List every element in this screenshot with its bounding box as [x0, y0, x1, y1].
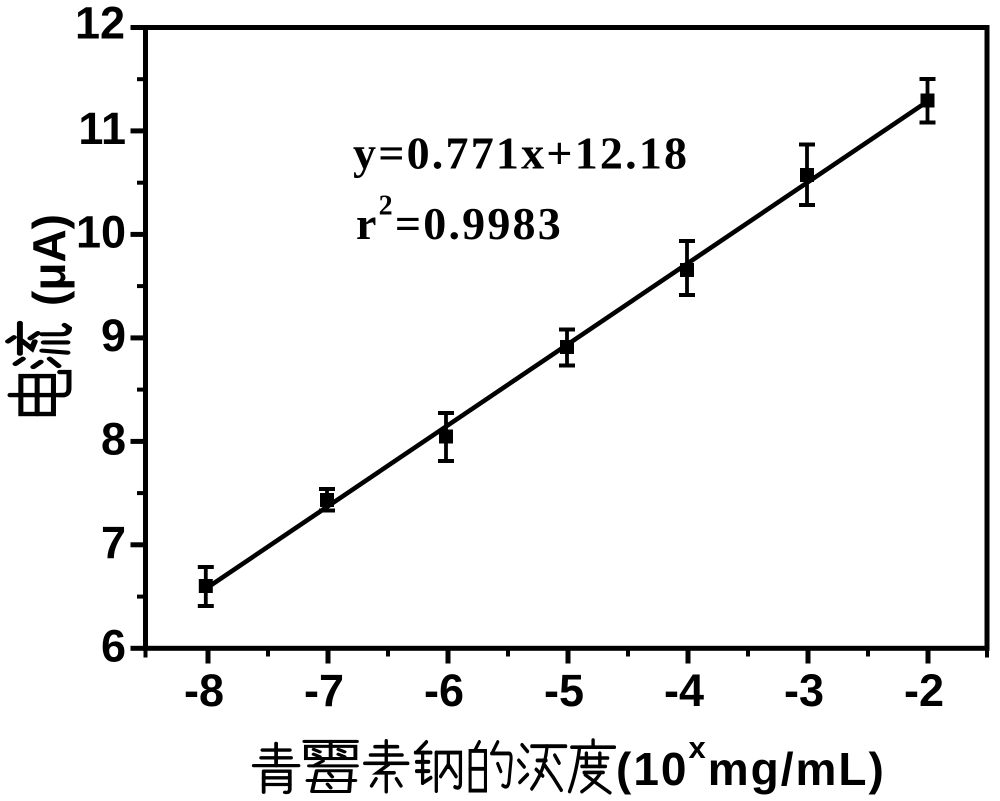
- svg-text:8: 8: [101, 413, 126, 464]
- svg-text:6: 6: [101, 620, 126, 671]
- svg-text:-7: -7: [304, 665, 344, 716]
- svg-text:(10xmg/mL): (10xmg/mL): [616, 730, 886, 795]
- svg-text:-8: -8: [184, 665, 224, 716]
- svg-text:(μA): (μA): [23, 214, 75, 306]
- svg-text:-5: -5: [544, 665, 584, 716]
- svg-text:9: 9: [101, 310, 126, 361]
- svg-text:-6: -6: [424, 665, 464, 716]
- svg-text:r2=0.9983: r2=0.9983: [356, 191, 563, 250]
- svg-text:y=0.771x+12.18: y=0.771x+12.18: [353, 128, 689, 179]
- svg-text:-3: -3: [784, 665, 824, 716]
- svg-text:-2: -2: [904, 665, 944, 716]
- svg-text:11: 11: [78, 103, 126, 154]
- svg-text:7: 7: [101, 517, 126, 568]
- svg-text:12: 12: [75, 0, 125, 49]
- svg-text:-4: -4: [664, 665, 704, 716]
- svg-text:10: 10: [76, 206, 126, 257]
